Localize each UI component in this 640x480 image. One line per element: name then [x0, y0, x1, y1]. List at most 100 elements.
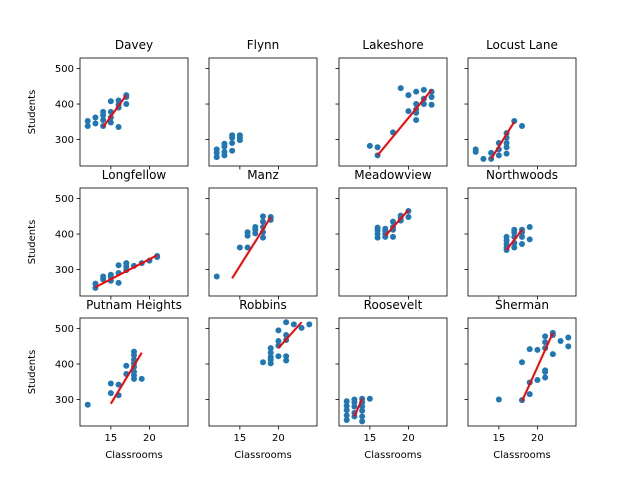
y-tick-label: 400	[55, 360, 74, 371]
data-point	[283, 353, 290, 360]
fit-line	[505, 229, 523, 251]
data-point	[472, 146, 479, 153]
data-point	[359, 413, 366, 420]
data-point	[390, 218, 396, 225]
data-point	[503, 150, 510, 157]
data-point	[283, 319, 290, 326]
data-point	[229, 139, 236, 146]
axes-frame	[467, 187, 577, 297]
axes-frame	[338, 57, 448, 167]
fit-line	[102, 94, 128, 128]
data-point	[343, 416, 350, 423]
data-point	[519, 122, 525, 129]
x-axis-label: Classrooms	[364, 450, 421, 461]
fit-line	[353, 398, 364, 417]
data-point	[221, 148, 228, 155]
axes-frame	[338, 187, 448, 297]
panel-title: Meadowview	[354, 168, 432, 182]
fit-line	[521, 332, 554, 402]
data-point	[84, 401, 91, 408]
data-point	[229, 147, 236, 154]
data-point	[260, 218, 266, 225]
data-point	[131, 368, 137, 375]
data-point	[503, 139, 510, 146]
data-point	[503, 233, 510, 240]
x-axis-label: Classrooms	[493, 450, 550, 461]
data-point	[542, 339, 549, 346]
data-point	[526, 391, 533, 398]
data-point	[351, 403, 358, 410]
data-point	[107, 98, 114, 105]
data-point	[107, 119, 114, 126]
data-point	[351, 396, 358, 403]
data-point	[503, 144, 510, 151]
data-point	[92, 120, 99, 127]
data-point	[229, 132, 236, 139]
x-tick-label: 15	[492, 433, 505, 444]
data-point	[275, 353, 282, 360]
panel-title: Longfellow	[102, 168, 167, 182]
data-point	[92, 280, 99, 287]
panel-title: Lakeshore	[362, 38, 423, 52]
fit-line	[490, 121, 516, 160]
data-point	[519, 359, 525, 366]
data-point	[420, 86, 427, 93]
data-point	[260, 213, 266, 220]
data-point	[542, 374, 549, 381]
data-point	[107, 380, 114, 387]
panel-title: Roosevelt	[364, 298, 423, 312]
data-point	[267, 353, 274, 360]
data-point	[526, 346, 533, 353]
data-point	[511, 244, 518, 251]
data-point	[267, 349, 274, 356]
data-point	[236, 132, 243, 139]
y-axis-label: Students	[27, 220, 38, 265]
data-point	[236, 244, 243, 251]
data-point	[252, 223, 259, 230]
data-point	[115, 279, 122, 286]
panel-title: Robbins	[239, 298, 287, 312]
y-tick-label: 400	[55, 230, 74, 241]
data-point	[343, 407, 350, 414]
data-point	[526, 236, 533, 243]
y-tick-label: 500	[55, 324, 74, 335]
data-point	[359, 407, 366, 414]
y-tick-label: 500	[55, 64, 74, 75]
data-point	[374, 224, 381, 231]
axes-frame	[208, 57, 318, 167]
data-point	[405, 214, 412, 221]
axes-frame	[79, 187, 189, 297]
data-point	[343, 412, 350, 419]
data-point	[260, 234, 266, 241]
data-point	[534, 376, 541, 383]
data-point	[213, 154, 220, 161]
axes-frame	[79, 317, 189, 427]
panel-title: Davey	[115, 38, 153, 52]
y-tick-label: 300	[55, 265, 74, 276]
data-point	[100, 116, 107, 123]
data-point	[565, 343, 572, 350]
data-point	[511, 226, 518, 233]
y-tick-label: 300	[55, 135, 74, 146]
fit-line	[110, 352, 143, 405]
data-point	[359, 403, 366, 410]
y-tick-label: 300	[55, 395, 74, 406]
y-tick-label: 500	[55, 194, 74, 205]
data-point	[542, 367, 549, 374]
data-point	[107, 271, 114, 278]
data-point	[275, 327, 282, 334]
data-point	[213, 273, 220, 280]
x-tick-label: 15	[233, 433, 246, 444]
data-point	[115, 381, 122, 388]
x-axis-label: Classrooms	[234, 450, 291, 461]
data-point	[100, 273, 107, 280]
data-point	[495, 152, 502, 159]
fit-line	[231, 216, 272, 279]
data-point	[213, 146, 220, 153]
data-point	[495, 396, 502, 403]
data-point	[488, 149, 495, 156]
panel-title: Manz	[247, 168, 279, 182]
data-point	[115, 262, 122, 269]
data-point	[549, 351, 556, 358]
